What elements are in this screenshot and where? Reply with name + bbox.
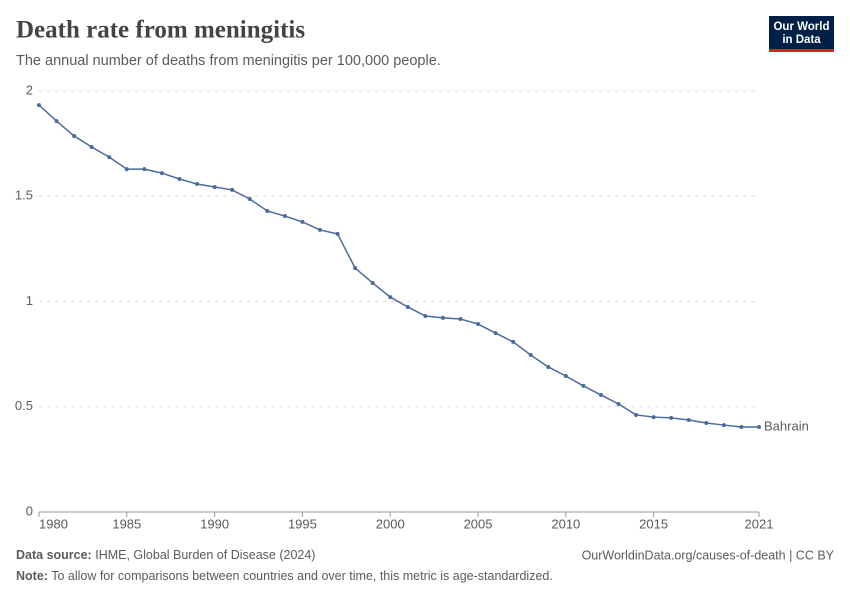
logo-bar xyxy=(769,49,834,52)
chart-title: Death rate from meningitis xyxy=(16,17,305,44)
data-point xyxy=(493,331,498,336)
source-label: Data source: xyxy=(16,548,92,562)
data-point xyxy=(124,167,129,172)
data-point xyxy=(195,182,200,187)
series-label: Bahrain xyxy=(764,418,809,433)
data-point xyxy=(335,231,340,236)
data-point xyxy=(739,424,744,429)
series-line xyxy=(38,104,759,428)
footer-note: Note: To allow for comparisons between c… xyxy=(16,569,553,583)
y-tick-label: 1 xyxy=(26,293,33,308)
data-point xyxy=(704,420,709,425)
x-tick-label: 2010 xyxy=(551,516,580,531)
data-point xyxy=(546,364,551,369)
source: IHME, Global Burden of Disease (2024) xyxy=(95,548,315,562)
data-point xyxy=(212,184,217,189)
data-point xyxy=(37,103,41,108)
x-tick-label: 1985 xyxy=(112,516,141,531)
data-point xyxy=(54,119,59,124)
data-point xyxy=(317,227,322,232)
data-point xyxy=(405,304,410,309)
logo-text: Our World xyxy=(773,21,829,33)
data-point xyxy=(563,374,568,379)
x-tick-label: 1980 xyxy=(39,516,68,531)
data-point xyxy=(476,322,481,327)
logo-box xyxy=(769,16,834,52)
chart-subtitle: The annual number of deaths from meningi… xyxy=(16,53,441,69)
data-point xyxy=(686,418,691,423)
data-point xyxy=(669,415,674,420)
data-point xyxy=(423,314,428,319)
footer-url[interactable]: OurWorldinData.org/causes-of-death | CC … xyxy=(582,548,835,562)
note: To allow for comparisons between countri… xyxy=(51,569,553,583)
data-point xyxy=(89,144,94,149)
data-point xyxy=(282,214,287,219)
logo-text: in Data xyxy=(782,34,821,46)
data-point xyxy=(528,352,533,357)
data-point xyxy=(616,402,621,407)
x-tick-label: 2015 xyxy=(639,516,668,531)
data-point xyxy=(757,424,761,429)
y-tick-label: 0.5 xyxy=(15,398,33,413)
logo[interactable]: Our World in Data xyxy=(769,16,834,52)
data-point xyxy=(511,339,516,344)
data-point xyxy=(300,219,305,224)
data-point xyxy=(159,171,164,176)
note-label: Note: xyxy=(16,569,48,583)
data-point xyxy=(177,176,182,181)
x-tick-label: 2000 xyxy=(376,516,405,531)
data-point xyxy=(651,415,656,420)
data-point xyxy=(598,392,603,397)
data-point xyxy=(581,383,586,388)
y-tick-label: 1.5 xyxy=(15,188,33,203)
footer-source: Data source: IHME, Global Burden of Dise… xyxy=(16,548,315,562)
data-point xyxy=(370,280,375,285)
data-point xyxy=(142,167,147,172)
data-point xyxy=(388,295,393,300)
data-point xyxy=(247,196,252,201)
data-point xyxy=(458,316,463,321)
data-point xyxy=(107,155,112,160)
data-point xyxy=(634,412,639,417)
x-tick-label: 1990 xyxy=(200,516,229,531)
data-point xyxy=(353,266,358,271)
data-point xyxy=(721,423,726,428)
x-tick-label: 2021 xyxy=(745,516,774,531)
data-point xyxy=(230,187,235,192)
x-tick-label: 1995 xyxy=(288,516,317,531)
x-tick-label: 2005 xyxy=(464,516,493,531)
data-point xyxy=(265,208,270,213)
data-point xyxy=(440,315,445,320)
data-point xyxy=(72,134,77,139)
y-tick-label: 2 xyxy=(26,82,33,97)
y-tick-label: 0 xyxy=(26,503,33,518)
